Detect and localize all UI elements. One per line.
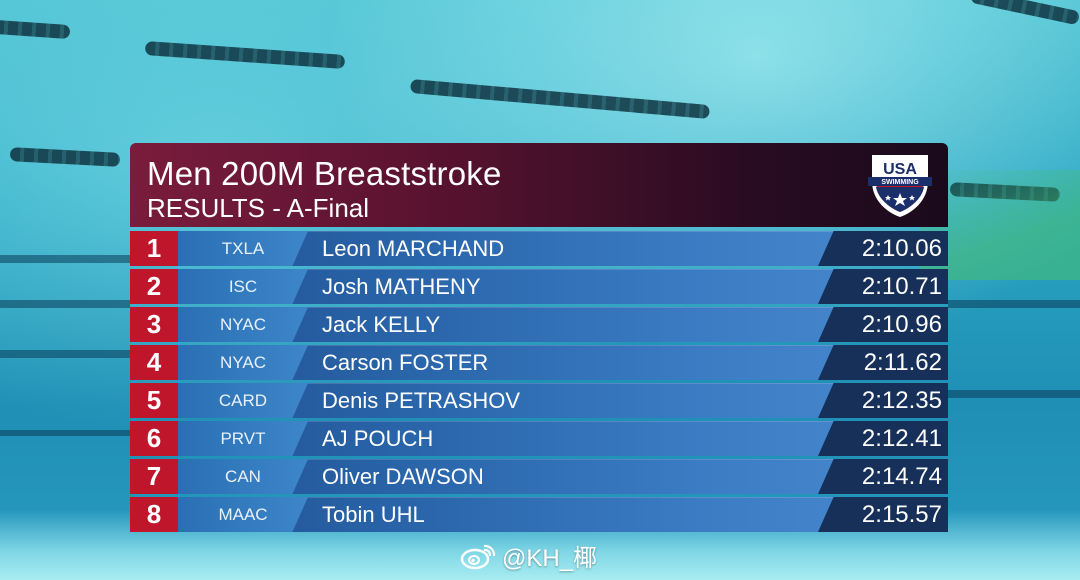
pool-floor-line — [0, 300, 130, 308]
lane-rope — [0, 18, 71, 40]
swim-time: 2:15.57 — [861, 500, 942, 528]
time-panel — [818, 269, 948, 304]
time-panel — [818, 497, 948, 532]
lane-rope — [144, 41, 346, 69]
pool-floor-line — [0, 255, 130, 263]
team-panel — [178, 421, 308, 456]
team-panel — [178, 269, 308, 304]
swimmer-name: Tobin UHL — [322, 501, 425, 527]
watermark-text: @KH_椰 — [502, 545, 598, 572]
result-row: 7 CAN Oliver DAWSON 2:14.74 — [130, 459, 948, 494]
results-list: 1 TXLA Leon MARCHAND 2:10.06 2 ISC Josh … — [130, 231, 948, 535]
time-panel — [818, 231, 948, 266]
rank-badge: 4 — [130, 345, 178, 380]
result-row: 4 NYAC Carson FOSTER 2:11.62 — [130, 345, 948, 380]
time-panel — [818, 421, 948, 456]
rank-badge: 6 — [130, 421, 178, 456]
event-title: Men 200M Breaststroke — [147, 155, 502, 192]
time-panel — [818, 383, 948, 418]
lane-rope — [9, 147, 121, 167]
time-panel — [818, 459, 948, 494]
team-code: MAAC — [218, 504, 268, 524]
results-board: Men 200M Breaststroke RESULTS - A-Final … — [130, 143, 948, 535]
result-row: 6 PRVT AJ POUCH 2:12.41 — [130, 421, 948, 456]
rank-badge: 7 — [130, 459, 178, 494]
team-panel — [178, 459, 308, 494]
result-row: 3 NYAC Jack KELLY 2:10.96 — [130, 307, 948, 342]
swim-time: 2:10.96 — [861, 310, 942, 338]
result-row: 5 CARD Denis PETRASHOV 2:12.35 — [130, 383, 948, 418]
result-row: 8 MAAC Tobin UHL 2:15.57 — [130, 497, 948, 532]
pool-floor-line — [948, 390, 1080, 398]
swim-time: 2:10.06 — [861, 234, 942, 262]
svg-text:SWIMMING: SWIMMING — [881, 179, 919, 186]
usa-swimming-logo: USA SWIMMING — [868, 155, 932, 217]
rank-badge: 8 — [130, 497, 178, 532]
watermark: @KH_椰 — [460, 538, 597, 573]
results-header: Men 200M Breaststroke RESULTS - A-Final … — [130, 143, 948, 227]
rank-badge: 1 — [130, 231, 178, 266]
team-panel — [178, 345, 308, 380]
swimmer-name: Jack KELLY — [322, 311, 441, 337]
weibo-icon — [460, 544, 496, 569]
time-panel — [818, 307, 948, 342]
swimmer-name: AJ POUCH — [322, 425, 434, 451]
team-code: ISC — [228, 276, 258, 296]
team-panel — [178, 497, 308, 532]
time-panel — [818, 345, 948, 380]
team-panel — [178, 383, 308, 418]
team-code: PRVT — [220, 428, 266, 448]
event-subtitle: RESULTS - A-Final — [147, 193, 370, 223]
pool-floor-line — [0, 430, 130, 436]
swimmer-name: Oliver DAWSON — [322, 463, 484, 489]
team-panel — [178, 231, 308, 266]
swim-time: 2:12.35 — [861, 386, 942, 414]
pool-floor-line — [948, 300, 1080, 308]
rank-badge: 5 — [130, 383, 178, 418]
swimmer-name: Carson FOSTER — [322, 349, 489, 375]
rank-badge: 2 — [130, 269, 178, 304]
team-code: TXLA — [221, 238, 265, 258]
lane-rope — [969, 0, 1080, 26]
rank-badge: 3 — [130, 307, 178, 342]
svg-text:USA: USA — [883, 161, 917, 178]
result-row: 1 TXLA Leon MARCHAND 2:10.06 — [130, 231, 948, 266]
team-code: NYAC — [220, 314, 266, 334]
lane-rope — [409, 78, 711, 120]
result-row: 2 ISC Josh MATHENY 2:10.71 — [130, 269, 948, 304]
team-code: CAN — [225, 466, 261, 486]
swim-time: 2:10.71 — [861, 272, 942, 300]
swim-time: 2:12.41 — [861, 424, 942, 452]
pool-floor-line — [0, 350, 130, 358]
team-code: NYAC — [220, 352, 266, 372]
swimmer-name: Leon MARCHAND — [322, 235, 505, 261]
swim-time: 2:11.62 — [863, 348, 942, 376]
swim-time: 2:14.74 — [861, 462, 942, 490]
team-panel — [178, 307, 308, 342]
team-code: CARD — [218, 390, 268, 410]
swimmer-name: Josh MATHENY — [322, 273, 481, 299]
swimmer-name: Denis PETRASHOV — [322, 387, 521, 413]
